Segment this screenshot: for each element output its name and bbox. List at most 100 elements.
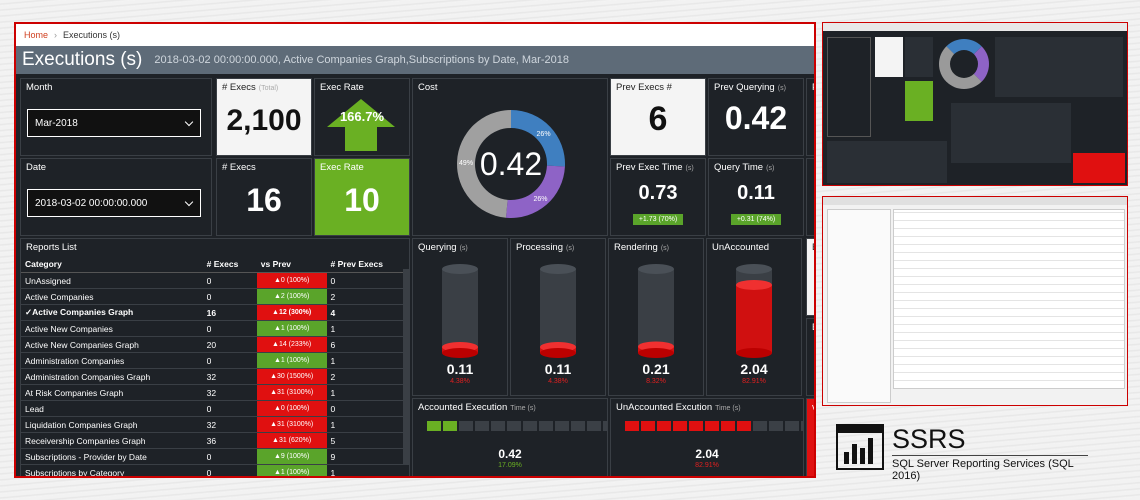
cut-tile-vs-label: vs — [807, 399, 814, 416]
cylinder-gauge — [442, 264, 478, 358]
query-time-tile: Query Time (s) 0.11 +0.31 (74%) — [708, 158, 804, 236]
dashboard-thumbnail-dark — [822, 22, 1128, 186]
accounted-label: Accounted Execution — [418, 402, 508, 413]
cell-execs: 0 — [202, 288, 257, 305]
gauge-sub: (s) — [459, 245, 468, 252]
table-row[interactable]: ✓Active Companies Graph 16 ▲12 (300%) 4 — [21, 304, 409, 321]
reports-header-3[interactable]: # Prev Execs — [326, 256, 409, 273]
thumb-dark-filter-column — [827, 37, 871, 137]
reports-header-1[interactable]: # Execs — [202, 256, 257, 273]
cost-donut-chart: 26% 26% 49% 0.42 — [456, 110, 565, 218]
cell-category: Subscriptions - Provider by Date — [21, 448, 203, 465]
prev-execs-value: 6 — [648, 100, 668, 138]
gauge-sub: (s) — [566, 245, 575, 252]
cylinder-gauge — [736, 264, 772, 358]
gauge-percent: 82.91% — [742, 378, 766, 385]
table-row[interactable]: Subscriptions by Category 0 ▲1 (100%) 1 — [21, 464, 409, 476]
prev-exec-time-value: 0.73 — [638, 182, 678, 204]
thumb-light-table — [893, 209, 1125, 389]
cell-execs: 32 — [202, 416, 257, 433]
unaccounted-execution-tile: UnAccounted Excution Time (s) 2.04 82.91% — [610, 398, 804, 476]
gauge-value: 0.11 — [446, 361, 474, 377]
progress-segment — [625, 421, 639, 431]
exec-rate-total-value: 166.7% — [339, 109, 385, 124]
prev-querying-tile: Prev Querying (s) 0.42 — [708, 78, 804, 156]
accounted-percent: 17.09% — [498, 462, 522, 469]
cell-execs: 32 — [202, 384, 257, 401]
reports-header-0[interactable]: Category — [21, 256, 203, 273]
progress-segment — [721, 421, 735, 431]
prev-execs-tile: Prev Execs # 6 — [610, 78, 706, 156]
progress-segment — [785, 421, 799, 431]
gauge-tile-rendering: Rendering (s) 0.21 8.32% — [608, 238, 704, 396]
date-select[interactable]: 2018-03-02 00:00:00.000 — [27, 189, 201, 217]
exec-rate-tile: Exec Rate 10 — [314, 158, 410, 236]
cell-vs-prev: ▲0 (100%) — [256, 400, 327, 417]
gauge-percent: 4.38% — [450, 378, 470, 385]
cell-prev-execs: 1 — [326, 320, 409, 337]
cell-execs: 20 — [202, 336, 257, 353]
month-filter-tile: Month Mar-2018 — [20, 78, 212, 156]
cell-category: Receivership Companies Graph — [21, 432, 203, 449]
thumb-dark-kpi-grid — [995, 37, 1123, 97]
thumb-dark-red-kpi — [1073, 153, 1125, 183]
table-row[interactable]: Administration Companies 0 ▲1 (100%) 1 — [21, 352, 409, 369]
cell-vs-prev: ▲9 (100%) — [256, 448, 327, 465]
gauge-tile-unaccounted: UnAccounted 2.04 82.91% — [706, 238, 802, 396]
main-screenshot: Home › Executions (s) Executions (s) 201… — [14, 22, 816, 478]
cell-vs-prev: ▲2 (100%) — [256, 288, 327, 305]
cell-prev-execs: 2 — [326, 288, 409, 305]
reports-header-2[interactable]: vs Prev — [256, 256, 327, 273]
reports-scrollbar[interactable] — [403, 269, 409, 465]
donut-slice — [511, 110, 565, 167]
table-row[interactable]: Active Companies 0 ▲2 (100%) 2 — [21, 288, 409, 305]
accounted-sub: Time (s) — [510, 405, 536, 412]
cell-execs: 0 — [202, 320, 257, 337]
cut-tile-pr-label: Pr — [807, 79, 814, 96]
unaccounted-label: UnAccounted Excution — [616, 402, 713, 413]
progress-segment — [443, 421, 457, 431]
table-row[interactable]: At Risk Companies Graph 32 ▲31 (3100%) 1 — [21, 384, 409, 401]
unaccounted-progress-bar — [625, 421, 803, 431]
accounted-progress-bar — [427, 421, 607, 431]
cell-vs-prev: ▲30 (1500%) — [256, 368, 327, 385]
execs-total-tile: # Execs (Total) 2,100 — [216, 78, 312, 156]
cell-execs: 32 — [202, 368, 257, 385]
cell-prev-execs: 1 — [326, 464, 409, 476]
breadcrumb-home-link[interactable]: Home — [24, 30, 49, 40]
execs-label: # Execs — [222, 162, 256, 173]
progress-segment — [507, 421, 521, 431]
cell-prev-execs: 1 — [326, 384, 409, 401]
table-row[interactable]: Administration Companies Graph 32 ▲30 (150… — [21, 368, 409, 385]
cost-tile: Cost 26% 26% 49% 0.42 — [412, 78, 608, 236]
month-select[interactable]: Mar-2018 — [27, 109, 201, 137]
breadcrumb-separator-icon: › — [54, 30, 58, 40]
table-row[interactable]: Active New Companies Graph 20 ▲14 (233%) 6 — [21, 336, 409, 353]
progress-segment — [801, 421, 803, 431]
cost-label: Cost — [418, 82, 438, 93]
table-row[interactable]: Subscriptions - Provider by Date 0 ▲9 (100… — [21, 448, 409, 465]
progress-segment — [737, 421, 751, 431]
progress-segment — [491, 421, 505, 431]
cell-vs-prev: ▲31 (3100%) — [256, 384, 327, 401]
month-select-value: Mar-2018 — [35, 117, 78, 129]
thumb-light-sidebar — [827, 209, 891, 403]
prev-exec-time-label: Prev Exec Time — [616, 162, 683, 173]
thumb-dark-kpi-1 — [875, 37, 903, 77]
cell-category: Lead — [21, 400, 203, 417]
cell-execs: 0 — [202, 464, 257, 476]
reports-list-tile: Reports List Category # Execs vs Prev # Pre… — [20, 238, 410, 476]
up-arrow-icon — [327, 99, 395, 151]
cell-prev-execs: 0 — [326, 272, 409, 289]
table-row[interactable]: Active New Companies 0 ▲1 (100%) 1 — [21, 320, 409, 337]
table-row[interactable]: UnAssigned 0 ▲0 (100%) 0 — [21, 272, 409, 289]
table-row[interactable]: Lead 0 ▲0 (100%) 0 — [21, 400, 409, 417]
exec-rate-total-tile: Exec Rate 166.7% — [314, 78, 410, 156]
cell-category: Subscriptions by Category — [21, 464, 203, 476]
table-row[interactable]: Liquidation Companies Graph 32 ▲31 (3100%)… — [21, 416, 409, 433]
table-row[interactable]: Receivership Companies Graph 36 ▲31 (620%)… — [21, 432, 409, 449]
accounted-value: 0.42 — [498, 447, 522, 461]
progress-segment — [555, 421, 569, 431]
gauge-percent: 8.32% — [646, 378, 666, 385]
cell-category: ✓Active Companies Graph — [21, 304, 203, 321]
